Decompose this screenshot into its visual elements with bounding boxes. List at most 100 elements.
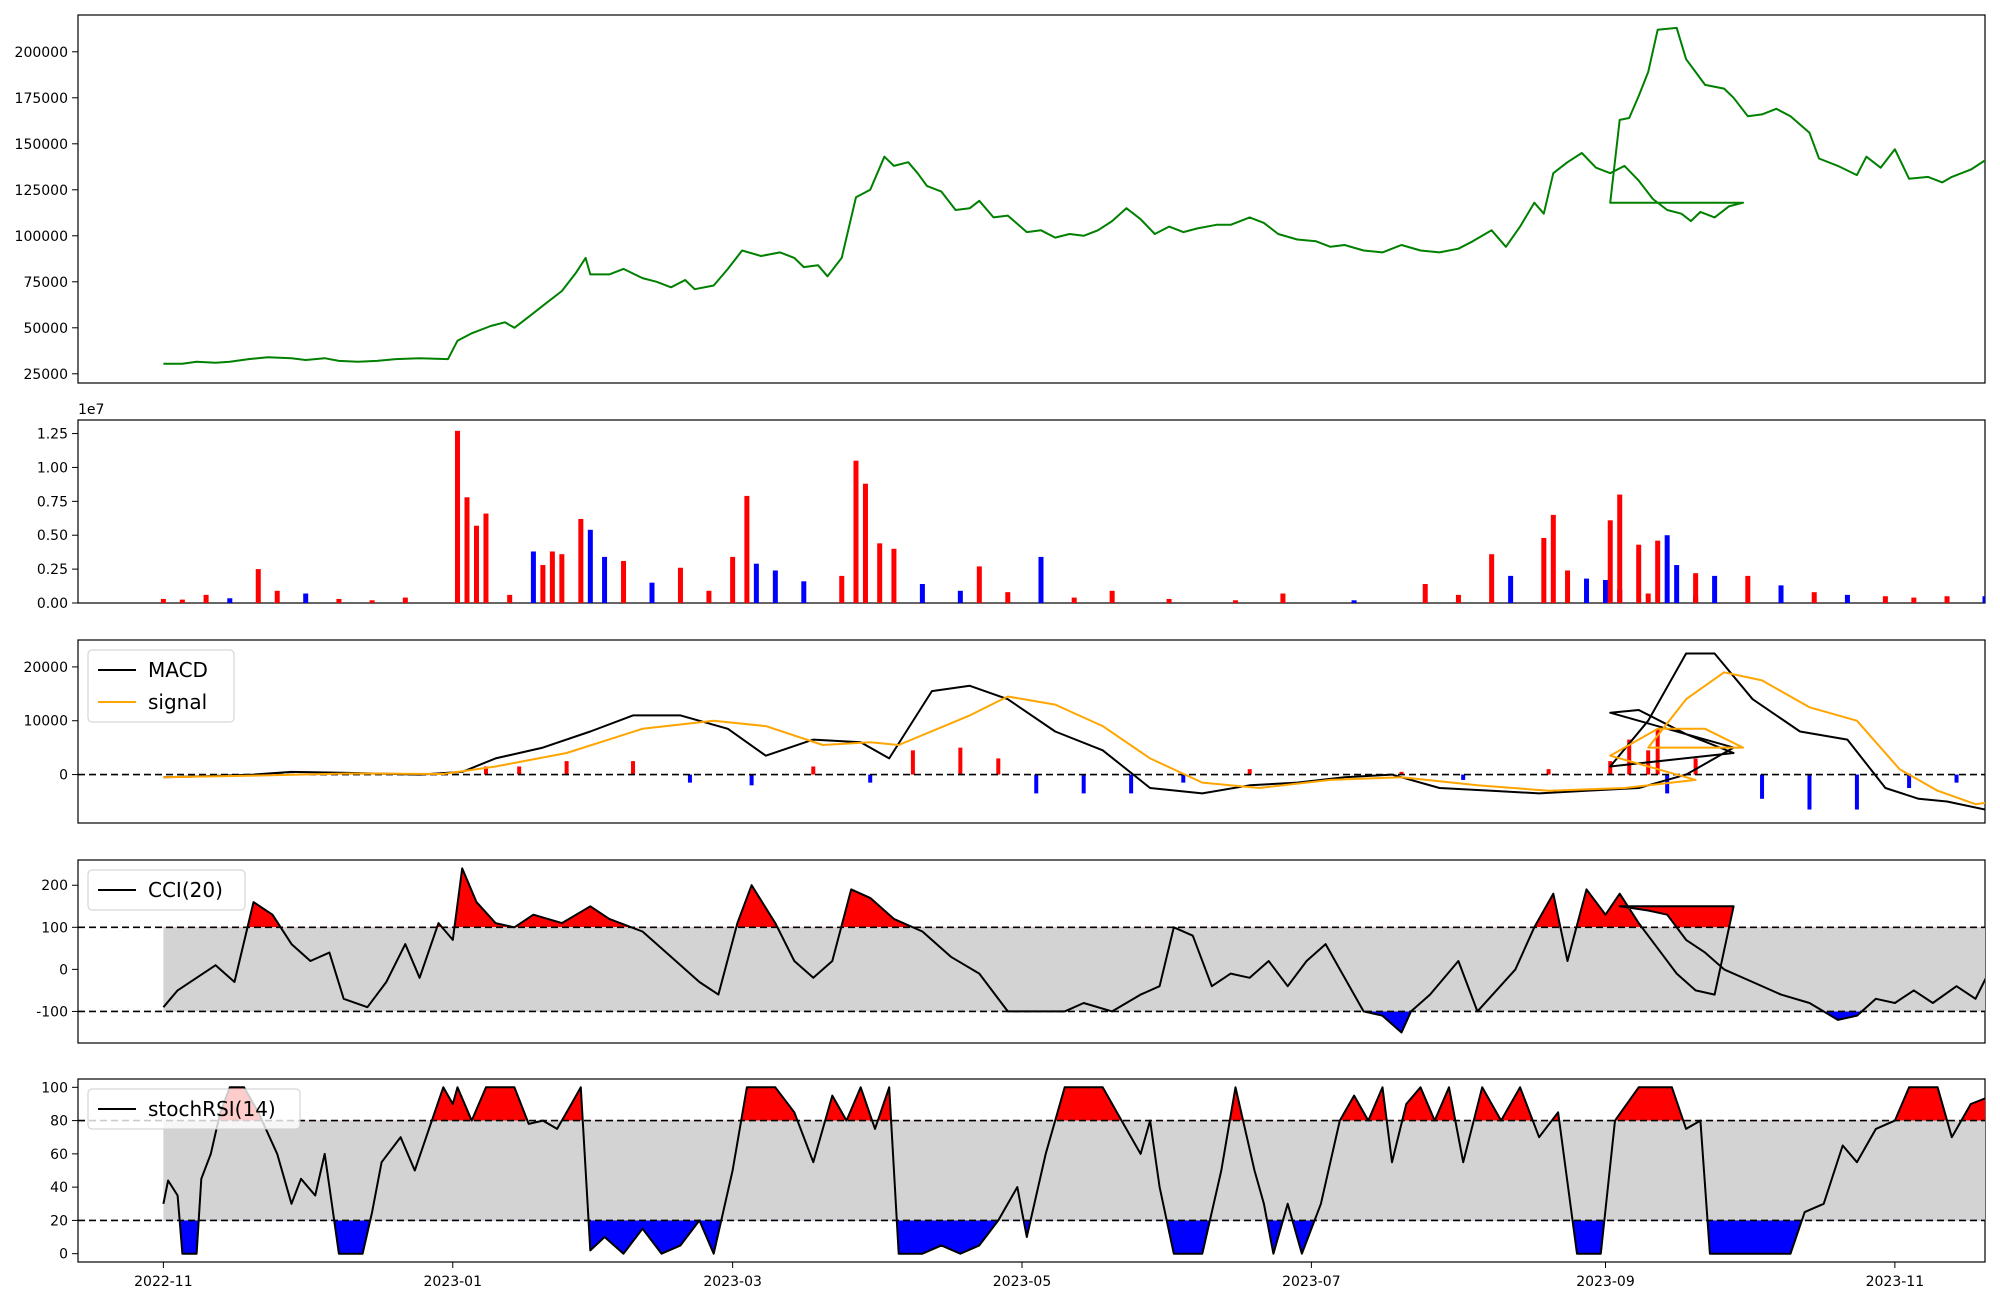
volume-bar: [1712, 575, 1718, 603]
cci-ytick-label: 200: [41, 878, 68, 894]
macd-ytick-label: 20000: [23, 660, 68, 676]
xtick-label: 2023-01: [424, 1274, 483, 1290]
xtick-label: 2023-09: [1576, 1274, 1635, 1290]
volume-bar: [1005, 592, 1011, 603]
macd-histogram-bar: [631, 761, 636, 775]
volume-bar: [507, 594, 513, 603]
volume-bar: [862, 483, 868, 603]
macd-plot-area: [78, 652, 1985, 811]
macd-histogram-bar: [996, 758, 1001, 775]
macd-histogram-bar: [1181, 774, 1186, 783]
volume-bar: [1944, 596, 1950, 603]
stochrsi-ytick-label: 100: [41, 1080, 68, 1096]
volume-bar: [1489, 554, 1495, 603]
volume-bar: [1617, 494, 1623, 603]
xtick-label: 2022-11: [134, 1274, 193, 1290]
price-ytick-label: 100000: [15, 229, 68, 245]
stochrsi-oversold-fill: [179, 1220, 1802, 1254]
macd-histogram-bar: [687, 774, 692, 783]
xtick-label: 2023-07: [1282, 1274, 1341, 1290]
cci-plot-area: [78, 867, 1985, 1034]
volume-bar: [1550, 514, 1556, 603]
volume-bar: [730, 556, 736, 603]
volume-bar: [1636, 544, 1642, 603]
volume-ytick-label: 1.25: [37, 427, 68, 443]
macd-histogram-bar: [1247, 769, 1252, 775]
macd-histogram-bar: [1129, 774, 1134, 794]
volume-bar: [587, 529, 593, 603]
volume-bar: [274, 590, 280, 603]
volume-bar: [549, 551, 555, 603]
volume-bar: [1232, 600, 1238, 603]
volume-bar: [1645, 593, 1651, 603]
legend-label: CCI(20): [148, 878, 223, 902]
stochrsi-plot-area: [78, 1086, 1985, 1255]
stochrsi-ytick-label: 20: [50, 1213, 68, 1229]
macd-histogram-bar: [749, 774, 754, 786]
cci-ytick-label: 100: [41, 920, 68, 936]
legend-box: [87, 1088, 301, 1130]
volume-bar: [801, 581, 807, 603]
macd-histogram-bar: [1461, 774, 1466, 780]
macd-histogram-bar: [1907, 774, 1912, 789]
macd-histogram-bar: [1608, 761, 1613, 775]
legend-label: signal: [148, 690, 207, 714]
volume-bar: [1607, 520, 1613, 603]
cci-ytick-label: -100: [36, 1004, 68, 1020]
stochrsi-neutral-band: [163, 1120, 1985, 1221]
macd-ytick-label: 10000: [23, 714, 68, 730]
macd-histogram-bar: [1627, 739, 1632, 775]
macd-ytick-label: 0: [59, 768, 68, 784]
volume-bar: [1844, 594, 1850, 603]
stochrsi-line: [162, 1086, 1985, 1255]
volume-bar: [1911, 597, 1917, 603]
volume-bar: [1038, 556, 1044, 603]
price-ytick-label: 75000: [23, 275, 68, 291]
price-ytick-label: 50000: [23, 321, 68, 337]
xtick-label: 2023-11: [1866, 1274, 1925, 1290]
volume-bar: [179, 599, 185, 603]
volume-bar: [919, 584, 925, 603]
cci-line: [162, 867, 1985, 1034]
volume-bar: [1778, 585, 1784, 603]
price-ytick-label: 150000: [15, 137, 68, 153]
legend-label: stochRSI(14): [148, 1097, 276, 1121]
volume-bar: [559, 554, 565, 603]
stochrsi-ytick-label: 0: [59, 1247, 68, 1263]
legend-box: [87, 649, 235, 723]
volume-bar: [1071, 597, 1077, 603]
macd-histogram-bar: [958, 747, 963, 775]
cci-neutral-band: [163, 927, 1985, 1012]
volume-bar: [1351, 600, 1357, 603]
volume-bar: [1602, 579, 1608, 603]
macd-histogram-bar: [1546, 769, 1551, 775]
macd-histogram-bar: [1760, 774, 1765, 799]
volume-bar: [455, 430, 461, 603]
xtick-label: 2023-03: [703, 1274, 762, 1290]
macd-histogram-bar: [1807, 774, 1812, 810]
volume-bar: [160, 598, 166, 603]
macd-histogram-bar: [564, 761, 569, 775]
volume-bar: [483, 513, 489, 603]
volume-bar: [473, 525, 479, 603]
volume-bar: [839, 575, 845, 603]
volume-bar: [1422, 584, 1428, 603]
volume-bar: [1982, 596, 1985, 603]
volume-axes-frame: [77, 419, 1986, 604]
volume-bar: [1109, 590, 1115, 603]
volume-bar: [369, 600, 375, 603]
volume-bar: [203, 594, 209, 603]
legend-box: [87, 869, 246, 911]
volume-bar: [1811, 592, 1817, 603]
volume-bar: [976, 566, 982, 603]
macd-histogram-bar: [483, 766, 488, 775]
macd-histogram-bar: [1655, 728, 1660, 775]
signal-line: [163, 671, 1985, 806]
volume-bar: [336, 598, 342, 603]
volume-bar: [1882, 596, 1888, 603]
volume-bar: [402, 597, 408, 603]
volume-bar: [753, 563, 759, 603]
volume-ytick-label: 0.25: [37, 562, 68, 578]
